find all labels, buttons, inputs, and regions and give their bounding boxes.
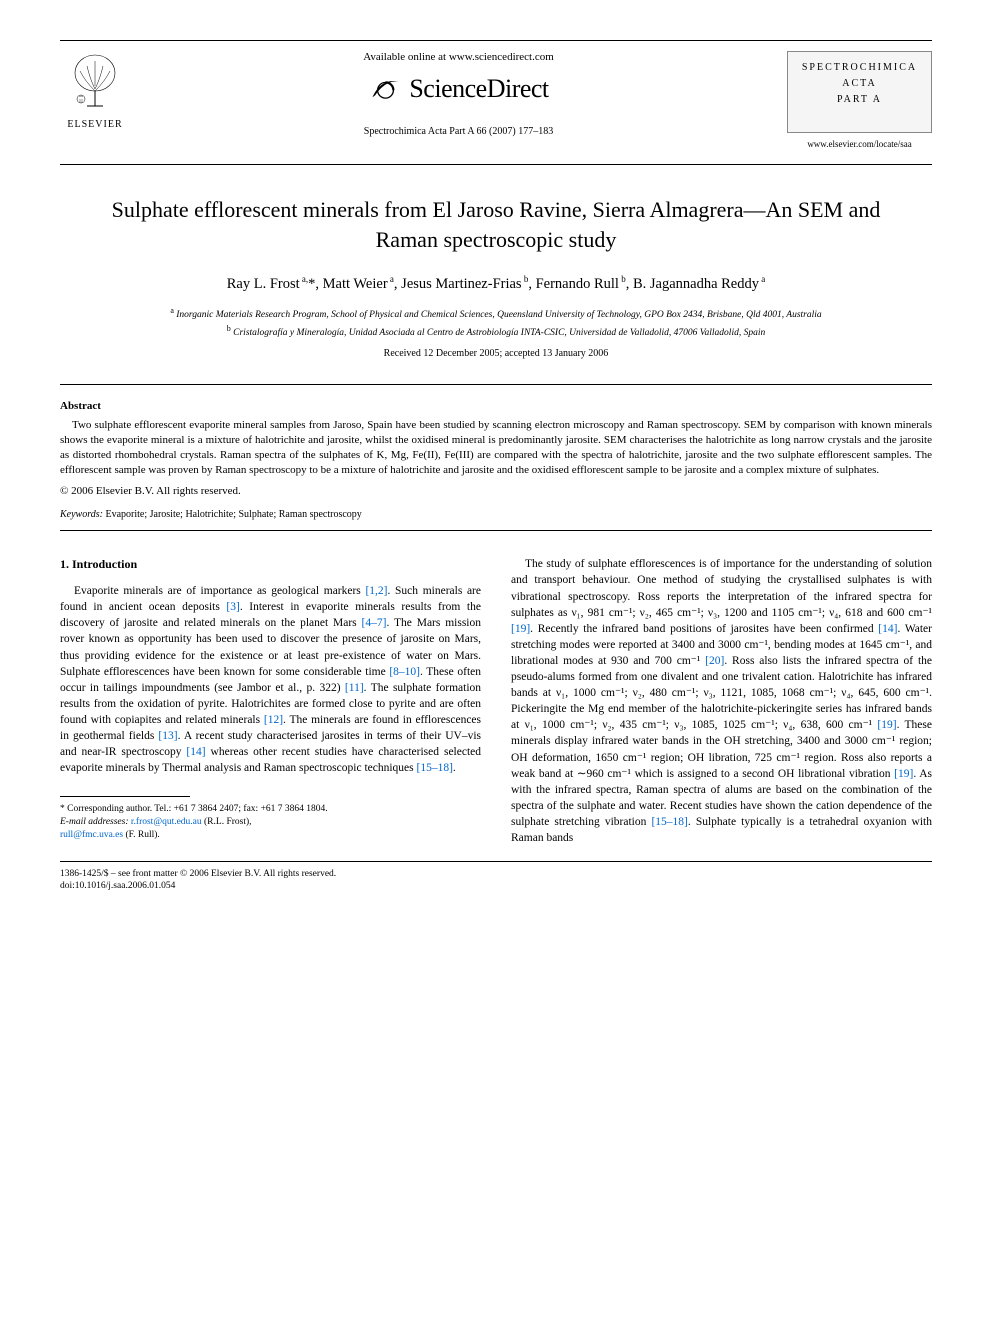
article-title: Sulphate efflorescent minerals from El J… [60, 195, 932, 254]
email-link-1[interactable]: r.frost@qut.edu.au [131, 817, 202, 827]
column-left: 1. Introduction Evaporite minerals are o… [60, 556, 481, 846]
email-line-2: rull@fmc.uva.es (F. Rull). [60, 829, 481, 842]
header-center: Available online at www.sciencedirect.co… [130, 51, 787, 137]
elsevier-text: ELSEVIER [60, 119, 130, 130]
separator-bottom [60, 530, 932, 531]
journal-name-2: ACTA [792, 76, 927, 92]
abstract-text: Two sulphate efflorescent evaporite mine… [60, 418, 932, 477]
footer-doi: doi:10.1016/j.saa.2006.01.054 [60, 880, 932, 892]
elsevier-logo: ELSEVIER [60, 51, 130, 130]
abstract-copyright: © 2006 Elsevier B.V. All rights reserved… [60, 485, 932, 497]
journal-url: www.elsevier.com/locate/saa [787, 139, 932, 149]
journal-cover-area: SPECTROCHIMICA ACTA PART A www.elsevier.… [787, 51, 932, 149]
email-link-2[interactable]: rull@fmc.uva.es [60, 830, 123, 840]
intro-paragraph-1: Evaporite minerals are of importance as … [60, 583, 481, 776]
email-label: E-mail addresses: [60, 817, 129, 827]
ref-link-20[interactable]: [20] [705, 655, 724, 667]
footer-issn: 1386-1425/$ – see front matter © 2006 El… [60, 868, 932, 880]
ref-link-3[interactable]: [3] [226, 601, 239, 613]
ref-link-14b[interactable]: [14] [878, 623, 897, 635]
sciencedirect-swoosh-icon [368, 71, 403, 106]
footnote-block: * Corresponding author. Tel.: +61 7 3864… [60, 803, 481, 841]
affiliations: a Inorganic Materials Research Program, … [60, 305, 932, 340]
ref-link-19b[interactable]: [19] [877, 719, 896, 731]
header-row: ELSEVIER Available online at www.science… [60, 40, 932, 165]
affiliation-b: Cristalografía y Mineralogía, Unidad Aso… [233, 328, 765, 338]
ref-link-15-18[interactable]: [15–18] [417, 762, 453, 774]
footer-separator [60, 861, 932, 862]
intro-paragraph-2: The study of sulphate efflorescences is … [511, 556, 932, 846]
journal-reference: Spectrochimica Acta Part A 66 (2007) 177… [150, 126, 767, 137]
available-online-text: Available online at www.sciencedirect.co… [150, 51, 767, 63]
ref-link-11[interactable]: [11] [345, 682, 364, 694]
ref-link-19c[interactable]: [19] [894, 768, 913, 780]
column-right: The study of sulphate efflorescences is … [511, 556, 932, 846]
ref-link-14[interactable]: [14] [186, 746, 205, 758]
affiliation-a: Inorganic Materials Research Program, Sc… [176, 310, 821, 320]
keywords: Keywords: Evaporite; Jarosite; Halotrich… [60, 509, 932, 520]
authors-list: Ray L. Frost a,*, Matt Weier a, Jesus Ma… [60, 274, 932, 293]
ref-link-1-2[interactable]: [1,2] [365, 585, 387, 597]
footer-block: 1386-1425/$ – see front matter © 2006 El… [60, 868, 932, 893]
journal-name-1: SPECTROCHIMICA [792, 60, 927, 76]
separator-top [60, 384, 932, 385]
footnote-separator [60, 796, 190, 797]
keywords-label: Keywords: [60, 509, 103, 520]
email-line: E-mail addresses: r.frost@qut.edu.au (R.… [60, 816, 481, 829]
ref-link-4-7[interactable]: [4–7] [362, 617, 387, 629]
abstract-heading: Abstract [60, 400, 932, 412]
sciencedirect-text: ScienceDirect [409, 74, 548, 104]
ref-link-19a[interactable]: [19] [511, 623, 530, 635]
ref-link-15-18b[interactable]: [15–18] [651, 816, 687, 828]
journal-name-3: PART A [792, 92, 927, 108]
ref-link-13[interactable]: [13] [158, 730, 177, 742]
elsevier-tree-icon [65, 51, 125, 111]
received-date: Received 12 December 2005; accepted 13 J… [60, 348, 932, 359]
keywords-list: Evaporite; Jarosite; Halotrichite; Sulph… [103, 509, 362, 520]
corresponding-author: * Corresponding author. Tel.: +61 7 3864… [60, 803, 481, 816]
ref-link-12[interactable]: [12] [264, 714, 283, 726]
ref-link-8-10[interactable]: [8–10] [389, 666, 420, 678]
section-1-heading: 1. Introduction [60, 556, 481, 573]
body-columns: 1. Introduction Evaporite minerals are o… [60, 556, 932, 846]
journal-cover-box: SPECTROCHIMICA ACTA PART A [787, 51, 932, 133]
sciencedirect-logo: ScienceDirect [150, 71, 767, 106]
